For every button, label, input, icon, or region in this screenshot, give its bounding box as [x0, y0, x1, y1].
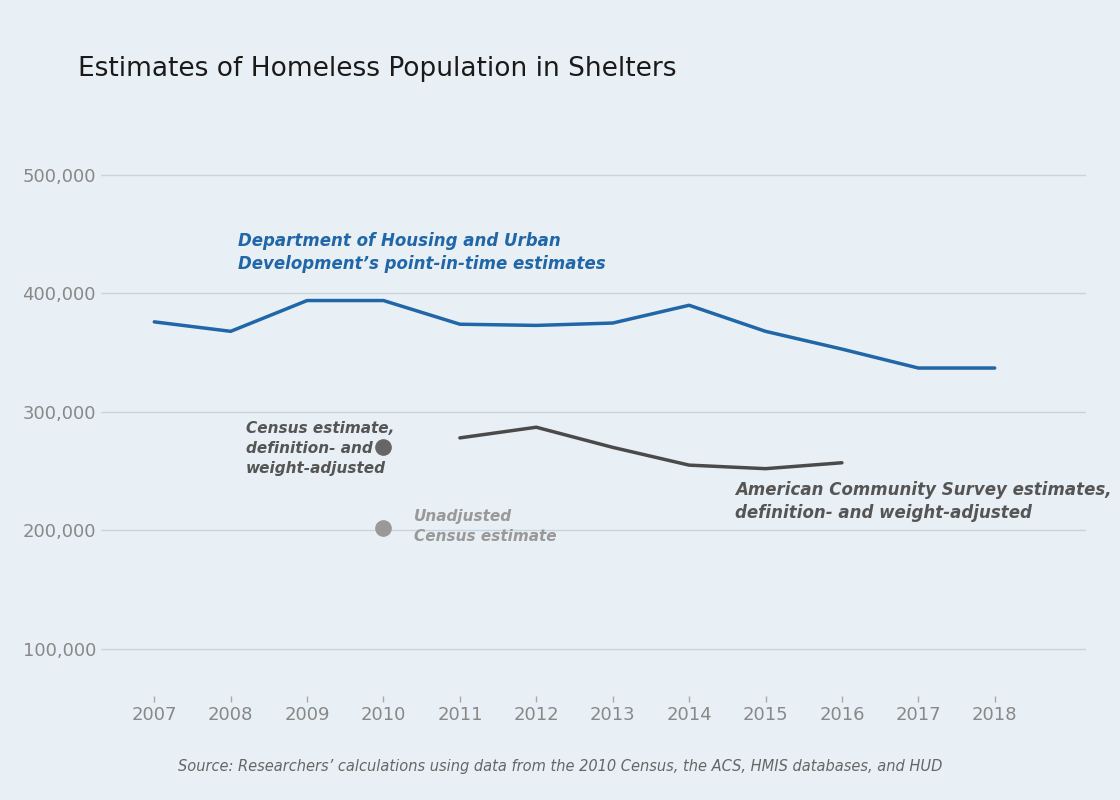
Text: American Community Survey estimates,
definition- and weight-adjusted: American Community Survey estimates, def…	[735, 481, 1111, 522]
Text: Estimates of Homeless Population in Shelters: Estimates of Homeless Population in Shel…	[78, 56, 676, 82]
Text: Source: Researchers’ calculations using data from the 2010 Census, the ACS, HMIS: Source: Researchers’ calculations using …	[178, 758, 942, 774]
Text: Census estimate,
definition- and
weight-adjusted: Census estimate, definition- and weight-…	[246, 422, 394, 476]
Text: Department of Housing and Urban
Development’s point-in-time estimates: Department of Housing and Urban Developm…	[239, 232, 606, 274]
Text: Unadjusted
Census estimate: Unadjusted Census estimate	[414, 509, 557, 544]
